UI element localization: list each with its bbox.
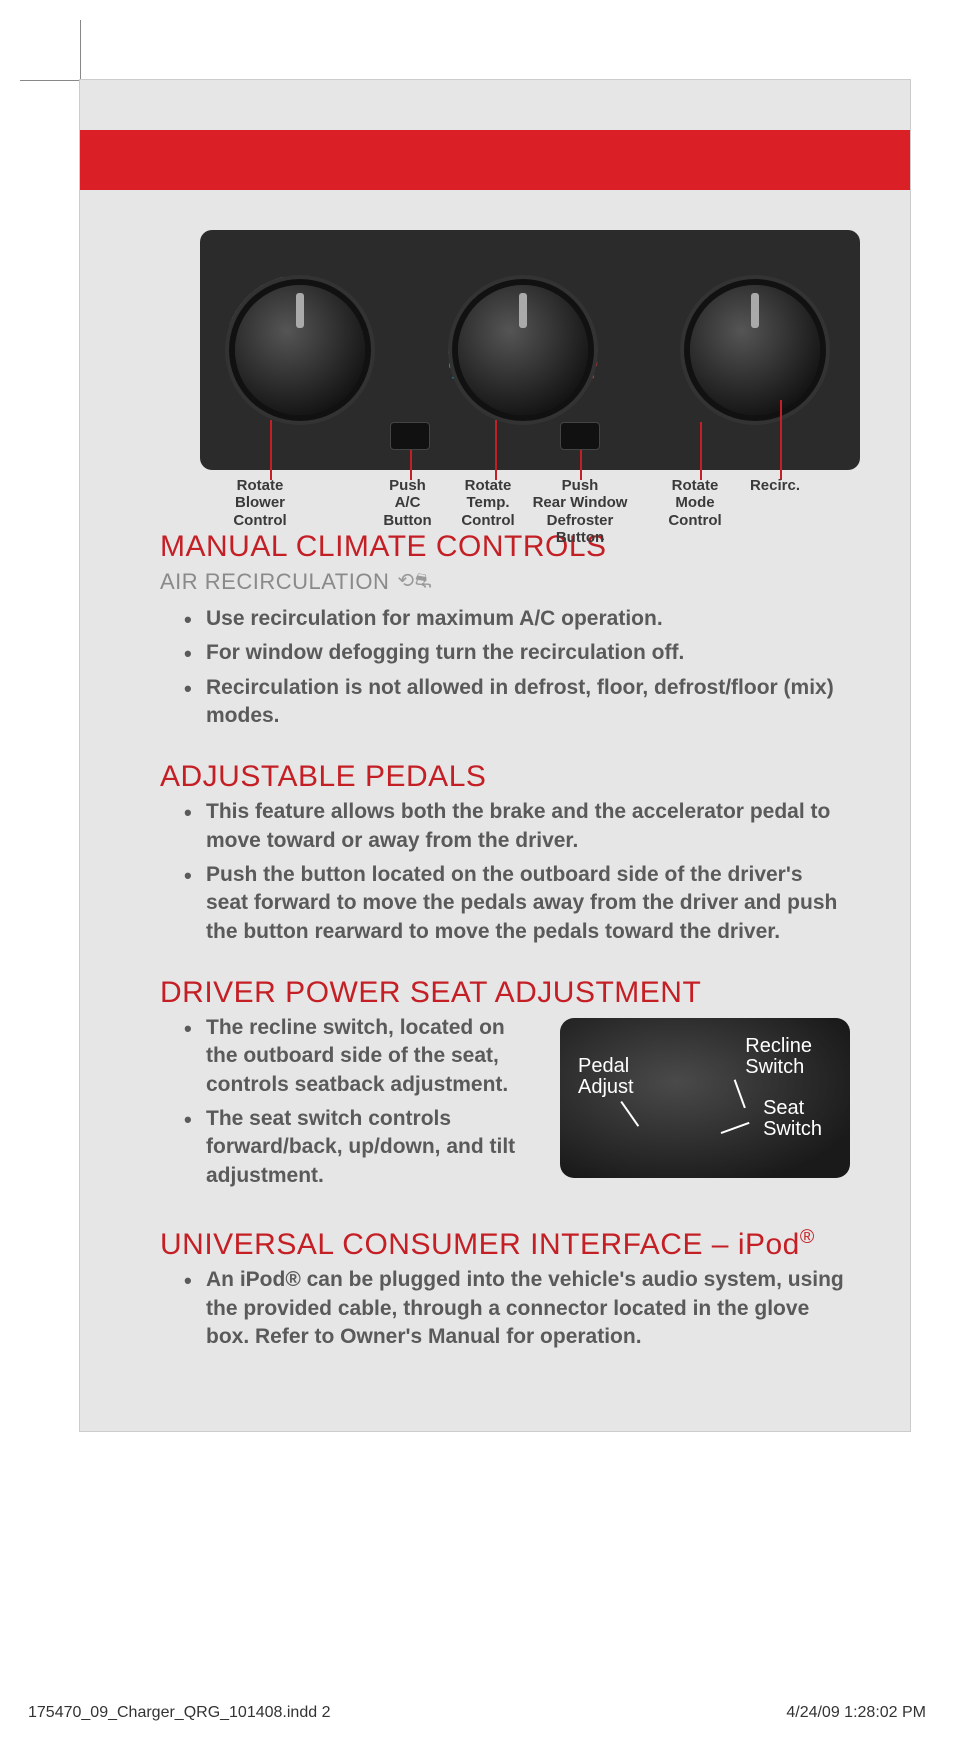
seat-photo: Pedal Adjust Recline Switch Seat Switch	[560, 1018, 850, 1178]
list-item: This feature allows both the brake and t…	[184, 798, 850, 855]
blower-dial-icon	[235, 285, 365, 415]
content-area: Rotate Blower Control Push A/C Button Ro…	[80, 230, 910, 1351]
temp-dial-icon	[458, 285, 588, 415]
print-footer: 175470_09_Charger_QRG_101408.indd 2 4/24…	[0, 1704, 954, 1722]
subheading-recirc: AIR RECIRCULATION ⟲⛐	[160, 568, 850, 595]
list-item: For window defogging turn the recirculat…	[184, 639, 850, 667]
list-item: Use recirculation for maximum A/C operat…	[184, 605, 850, 633]
climate-panel-figure: Rotate Blower Control Push A/C Button Ro…	[200, 230, 850, 470]
list-item: Recirculation is not allowed in defrost,…	[184, 674, 850, 731]
heading-seat: DRIVER POWER SEAT ADJUSTMENT	[160, 976, 850, 1010]
mode-dial-icon	[690, 285, 820, 415]
subheading-recirc-text: AIR RECIRCULATION	[160, 569, 389, 595]
seat-photo-label-recline: Recline Switch	[745, 1036, 812, 1078]
defrost-button-icon	[560, 422, 600, 450]
label-defrost: Push Rear Window Defroster Button	[530, 477, 630, 546]
list-item: An iPod® can be plugged into the vehicle…	[184, 1266, 850, 1351]
label-mode: Rotate Mode Control	[665, 477, 725, 529]
heading-pedals: ADJUSTABLE PEDALS	[160, 760, 850, 794]
heading-climate: MANUAL CLIMATE CONTROLS	[160, 530, 850, 564]
list-item: Push the button located on the outboard …	[184, 861, 850, 946]
list-item: The seat switch controls forward/back, u…	[184, 1105, 540, 1190]
seat-photo-label-seat: Seat Switch	[763, 1098, 822, 1140]
footer-filename: 175470_09_Charger_QRG_101408.indd 2	[28, 1704, 330, 1722]
seat-bullets: The recline switch, located on the outbo…	[184, 1014, 540, 1196]
label-temp: Rotate Temp. Control	[458, 477, 518, 529]
pedals-bullets: This feature allows both the brake and t…	[184, 798, 850, 946]
ipod-bullets: An iPod® can be plugged into the vehicle…	[184, 1266, 850, 1351]
recirc-icon: ⟲⛐	[397, 568, 432, 595]
registered-mark: ®	[800, 1226, 815, 1248]
footer-timestamp: 4/24/09 1:28:02 PM	[786, 1704, 926, 1722]
label-blower: Rotate Blower Control	[230, 477, 290, 529]
heading-ipod: UNIVERSAL CONSUMER INTERFACE – iPod®	[160, 1226, 850, 1262]
ac-button-icon	[390, 422, 430, 450]
label-recirc: Recirc.	[745, 477, 805, 494]
label-ac: Push A/C Button	[380, 477, 435, 529]
seat-photo-label-pedal: Pedal Adjust	[578, 1056, 634, 1098]
climate-panel-photo	[200, 230, 860, 470]
seat-block: The recline switch, located on the outbo…	[160, 1014, 850, 1226]
red-header-bar	[80, 130, 910, 190]
list-item: The recline switch, located on the outbo…	[184, 1014, 540, 1099]
page-container: Rotate Blower Control Push A/C Button Ro…	[80, 80, 910, 1431]
heading-ipod-text: UNIVERSAL CONSUMER INTERFACE – iPod	[160, 1228, 800, 1261]
climate-bullets: Use recirculation for maximum A/C operat…	[184, 605, 850, 730]
